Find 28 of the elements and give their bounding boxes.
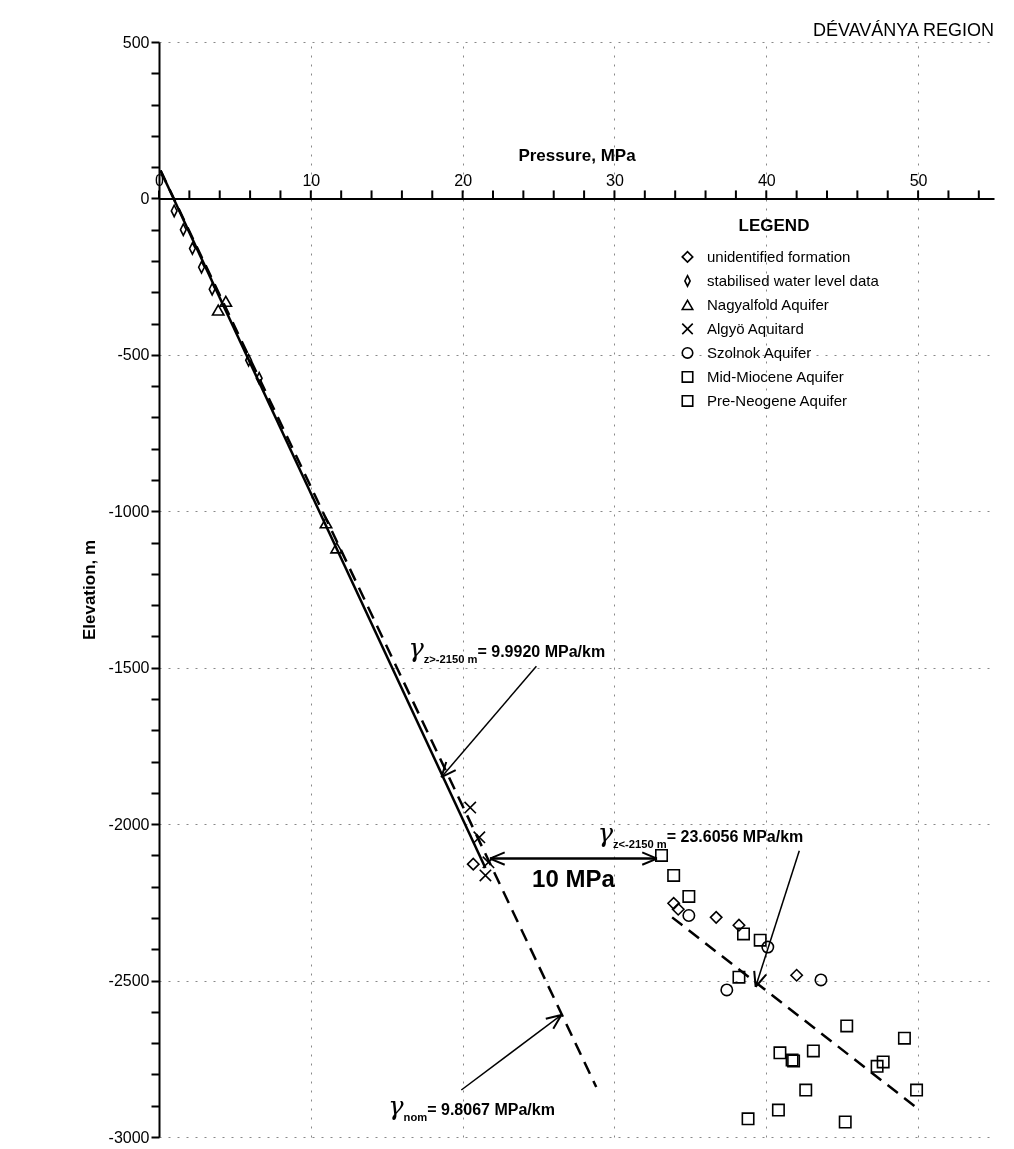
legend-label: Szolnok Aquifer (707, 343, 812, 361)
x-tick-label: 20 (454, 171, 473, 189)
annotation: γ$_{z>-2150 m}$= 9.9920 MPa/km (408, 633, 606, 666)
y-tick-label: -3000 (108, 1128, 150, 1146)
legend-label: Mid-Miocene Aquifer (707, 367, 844, 385)
y-tick-label: -1500 (108, 659, 150, 677)
y-tick-label: -2500 (108, 972, 150, 990)
y-tick-label: -500 (117, 346, 150, 364)
y-tick-label: -2000 (108, 815, 150, 833)
x-tick-label: 50 (909, 171, 928, 189)
y-axis-title: Elevation, m (79, 539, 99, 641)
legend-label: stabilised water level data (707, 271, 880, 289)
annotation: 10 MPa (532, 864, 616, 892)
legend-label: Algyö Aquitard (707, 319, 804, 337)
x-tick-label: 30 (606, 171, 624, 189)
legend-title: LEGEND (738, 216, 810, 236)
y-tick-label: 500 (122, 33, 150, 51)
legend-label: Pre-Neogene Aquifer (707, 391, 848, 409)
annotation: γ$_{nom}$= 9.8067 MPa/km (388, 1090, 555, 1123)
x-tick-label: 10 (302, 171, 321, 189)
x-axis-title: Pressure, MPa (518, 145, 637, 165)
chart-title: DÉVAVÁNYA REGION (812, 20, 994, 40)
y-tick-label: -1000 (108, 502, 150, 520)
annotation: γ$_{z<-2150 m}$= 23.6056 MPa/km (597, 817, 804, 850)
y-tick-label: 0 (140, 189, 150, 207)
x-tick-label: 40 (757, 171, 776, 189)
legend-label: unidentified formation (707, 247, 851, 265)
legend-label: Nagyalfold Aquifer (707, 295, 829, 313)
